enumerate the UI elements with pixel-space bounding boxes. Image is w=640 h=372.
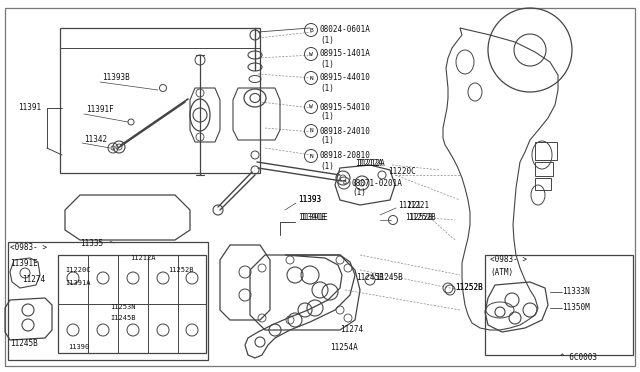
Text: W: W: [309, 105, 313, 109]
Text: 11245B: 11245B: [375, 273, 403, 282]
Text: 11252B: 11252B: [408, 214, 436, 222]
Text: N: N: [309, 76, 313, 80]
Text: (1): (1): [352, 189, 366, 198]
Text: <0983- >: <0983- >: [490, 256, 527, 264]
Text: 11333N: 11333N: [562, 288, 589, 296]
Text: 11393B: 11393B: [102, 74, 130, 83]
Text: N: N: [309, 154, 313, 158]
Text: <0983- >: <0983- >: [10, 244, 47, 253]
Text: 11212A: 11212A: [357, 158, 385, 167]
Text: 11252B: 11252B: [168, 267, 193, 273]
Bar: [535, 162, 553, 176]
Text: 11335: 11335: [80, 238, 103, 247]
Text: 11390: 11390: [68, 344, 89, 350]
Text: 11220C: 11220C: [388, 167, 416, 176]
Text: 11391: 11391: [18, 103, 41, 112]
Bar: [535, 142, 557, 160]
Text: 11221: 11221: [398, 201, 421, 209]
Text: 08071-0201A: 08071-0201A: [352, 179, 403, 187]
Text: 08915-54010: 08915-54010: [320, 103, 371, 112]
Text: I1391A: I1391A: [65, 280, 90, 286]
Text: 11350M: 11350M: [562, 304, 589, 312]
Text: N: N: [309, 128, 313, 134]
Bar: [485, 255, 633, 355]
Text: 11391E: 11391E: [298, 214, 326, 222]
Text: 11274: 11274: [22, 276, 45, 285]
Text: 11393: 11393: [298, 196, 321, 205]
Text: 11212A: 11212A: [130, 255, 156, 261]
Text: (1): (1): [320, 137, 334, 145]
Text: B: B: [342, 180, 346, 186]
Text: 11252B: 11252B: [405, 214, 433, 222]
Text: 11212A: 11212A: [355, 158, 383, 167]
Text: 11391E: 11391E: [10, 260, 38, 269]
Text: 11252B: 11252B: [455, 283, 483, 292]
Bar: [8, 242, 208, 360]
Text: W: W: [309, 51, 313, 57]
Text: 11391E: 11391E: [300, 214, 328, 222]
Text: 11393: 11393: [298, 196, 321, 205]
Text: 08918-20810: 08918-20810: [320, 151, 371, 160]
Text: B: B: [309, 28, 313, 32]
Text: I1220C: I1220C: [65, 267, 90, 273]
Text: (1): (1): [320, 60, 334, 68]
Bar: [535, 178, 551, 190]
Text: 11254A: 11254A: [330, 343, 358, 353]
Text: 11245B: 11245B: [10, 339, 38, 347]
Text: 11252B: 11252B: [455, 283, 483, 292]
Text: (ATM): (ATM): [490, 269, 513, 278]
Text: 11221: 11221: [406, 201, 429, 209]
Text: 11391F: 11391F: [86, 106, 114, 115]
Text: (1): (1): [320, 35, 334, 45]
Bar: [58, 255, 206, 353]
Text: 11342: 11342: [84, 135, 107, 144]
Text: I1245B: I1245B: [110, 315, 136, 321]
Text: 08915-44010: 08915-44010: [320, 74, 371, 83]
Text: 08024-0601A: 08024-0601A: [320, 26, 371, 35]
Bar: [60, 28, 260, 173]
Text: (1): (1): [320, 161, 334, 170]
Text: 11245B: 11245B: [356, 273, 384, 282]
Text: 08918-24010: 08918-24010: [320, 126, 371, 135]
Text: 08915-1401A: 08915-1401A: [320, 49, 371, 58]
Text: 11253N: 11253N: [110, 304, 136, 310]
Text: 11274: 11274: [340, 326, 363, 334]
Text: ^ 6C0003: ^ 6C0003: [560, 353, 597, 362]
Text: (1): (1): [320, 112, 334, 122]
Text: (1): (1): [320, 83, 334, 93]
